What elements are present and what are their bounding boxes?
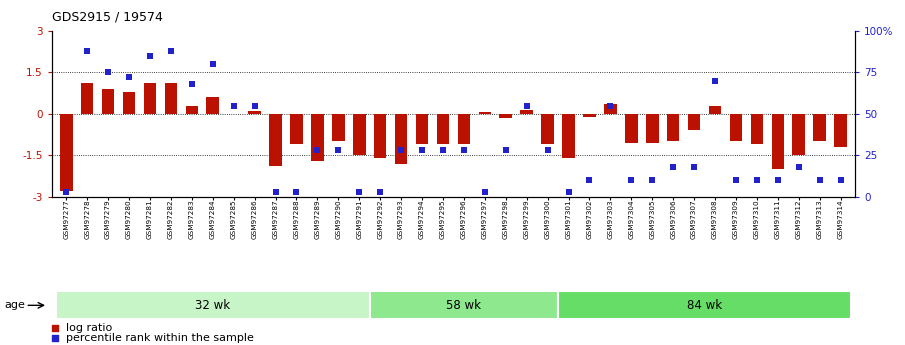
Bar [332,114,345,141]
Bar [541,114,554,144]
Point [247,103,262,108]
Bar [562,114,575,158]
Point [813,177,827,183]
Point [205,61,220,67]
Point [100,70,115,75]
Point [331,148,346,153]
Bar [750,114,763,144]
Point [624,177,639,183]
Bar [520,110,533,114]
Point [48,335,62,341]
Point [582,177,596,183]
Point [603,103,617,108]
Text: GDS2915 / 19574: GDS2915 / 19574 [52,10,163,23]
Bar [436,114,449,144]
Point [268,189,282,195]
Bar [374,114,386,158]
Bar [583,114,595,117]
Point [59,189,73,195]
Point [435,148,450,153]
Bar [144,83,157,114]
Bar [646,114,659,143]
Point [792,164,806,170]
Bar [165,83,177,114]
Bar [56,291,369,319]
Point [499,148,513,153]
Point [164,48,178,54]
Point [540,148,555,153]
Bar [206,97,219,114]
Text: percentile rank within the sample: percentile rank within the sample [66,333,254,343]
Point [48,325,62,331]
Point [310,148,325,153]
Bar [248,111,261,114]
Point [414,148,429,153]
Point [708,78,722,83]
Point [666,164,681,170]
Bar [558,291,851,319]
Point [373,189,387,195]
Point [394,148,408,153]
Bar [395,114,407,164]
Point [729,177,743,183]
Point [80,48,94,54]
Point [352,189,367,195]
Bar [729,114,742,141]
Point [290,189,304,195]
Bar [353,114,366,155]
Bar [667,114,680,141]
Point [749,177,764,183]
Bar [369,291,558,319]
Bar [814,114,826,141]
Text: 58 wk: 58 wk [446,299,481,312]
Point [687,164,701,170]
Text: 32 wk: 32 wk [195,299,230,312]
Text: 84 wk: 84 wk [687,299,722,312]
Bar [311,114,324,161]
Bar [415,114,428,144]
Bar [834,114,847,147]
Point [185,81,199,87]
Point [122,75,137,80]
Bar [771,114,784,169]
Point [519,103,534,108]
Bar [291,114,302,144]
Bar [500,114,512,118]
Bar [479,112,491,114]
Bar [688,114,700,130]
Bar [101,89,114,114]
Bar [186,106,198,114]
Bar [458,114,471,144]
Bar [123,92,135,114]
Point [143,53,157,59]
Point [834,177,848,183]
Point [770,177,785,183]
Bar [625,114,637,143]
Bar [81,83,93,114]
Bar [793,114,805,155]
Point [457,148,472,153]
Text: log ratio: log ratio [66,323,112,333]
Point [561,189,576,195]
Bar [709,106,721,114]
Point [645,177,660,183]
Point [226,103,241,108]
Bar [269,114,281,166]
Bar [604,104,616,114]
Text: age: age [5,300,25,310]
Bar [60,114,72,191]
Point [478,189,492,195]
